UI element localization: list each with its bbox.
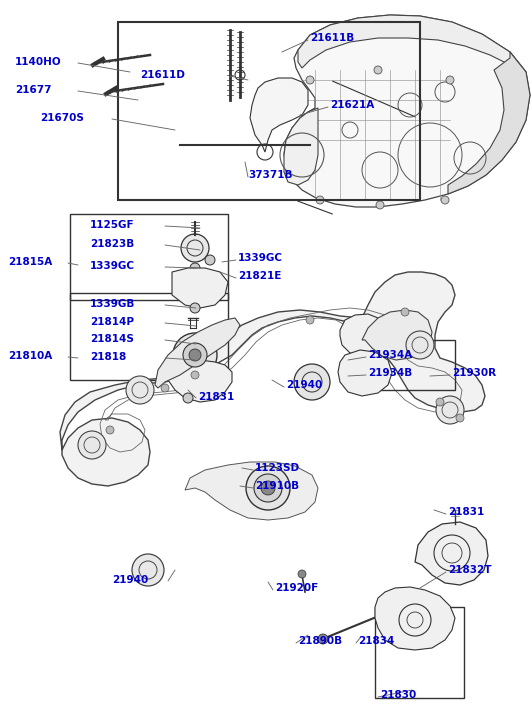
- Text: 37371B: 37371B: [248, 170, 293, 180]
- Text: 21890B: 21890B: [298, 636, 342, 646]
- Circle shape: [183, 343, 207, 367]
- Circle shape: [78, 431, 106, 459]
- Text: 21920F: 21920F: [275, 583, 318, 593]
- Circle shape: [401, 308, 409, 316]
- Circle shape: [183, 393, 193, 403]
- Circle shape: [190, 263, 200, 273]
- Circle shape: [254, 474, 282, 502]
- Circle shape: [456, 414, 464, 422]
- Polygon shape: [185, 462, 318, 520]
- Circle shape: [306, 76, 314, 84]
- Text: 21814S: 21814S: [90, 334, 134, 344]
- Polygon shape: [284, 108, 318, 185]
- Circle shape: [132, 554, 164, 586]
- Text: 21940: 21940: [112, 575, 148, 585]
- Text: 21818: 21818: [90, 352, 126, 362]
- Text: 1123SD: 1123SD: [255, 463, 300, 473]
- Circle shape: [376, 201, 384, 209]
- Polygon shape: [172, 268, 228, 308]
- Circle shape: [318, 634, 328, 644]
- Polygon shape: [338, 350, 392, 396]
- Bar: [70, 293, 228, 380]
- Bar: [368, 340, 455, 390]
- Text: 21940: 21940: [286, 380, 322, 390]
- Circle shape: [261, 481, 275, 495]
- Text: 1125GF: 1125GF: [90, 220, 135, 230]
- Circle shape: [306, 316, 314, 324]
- Polygon shape: [298, 15, 526, 72]
- Text: 21814P: 21814P: [90, 317, 134, 327]
- Circle shape: [190, 303, 200, 313]
- Circle shape: [106, 426, 114, 434]
- Text: 21611D: 21611D: [140, 70, 185, 80]
- Circle shape: [126, 376, 154, 404]
- Text: 21670S: 21670S: [40, 113, 84, 123]
- Text: 21810A: 21810A: [8, 351, 52, 361]
- Text: 21621A: 21621A: [330, 100, 374, 110]
- Text: 21834: 21834: [358, 636, 394, 646]
- Circle shape: [316, 196, 324, 204]
- Text: 21830: 21830: [380, 690, 416, 700]
- Text: 21831: 21831: [448, 507, 484, 517]
- Text: 21821E: 21821E: [238, 271, 281, 281]
- Text: 21930R: 21930R: [452, 368, 496, 378]
- Circle shape: [181, 234, 209, 262]
- Polygon shape: [60, 272, 485, 486]
- Text: 21831: 21831: [198, 392, 234, 402]
- Bar: [375, 607, 464, 698]
- Polygon shape: [415, 522, 488, 585]
- Polygon shape: [340, 314, 383, 355]
- Text: 21815A: 21815A: [8, 257, 52, 267]
- Text: 1140HO: 1140HO: [15, 57, 62, 67]
- Polygon shape: [155, 318, 240, 388]
- Circle shape: [436, 398, 444, 406]
- Polygon shape: [375, 587, 455, 650]
- Text: 21934A: 21934A: [368, 350, 412, 360]
- Text: 21611B: 21611B: [310, 33, 354, 43]
- Polygon shape: [448, 52, 530, 194]
- Circle shape: [436, 396, 464, 424]
- Circle shape: [173, 333, 217, 377]
- Polygon shape: [165, 360, 232, 402]
- Polygon shape: [250, 78, 308, 152]
- Circle shape: [161, 384, 169, 392]
- Bar: [70, 214, 228, 300]
- Text: 1339GB: 1339GB: [90, 299, 135, 309]
- Circle shape: [294, 364, 330, 400]
- Bar: [118, 22, 420, 200]
- Circle shape: [374, 66, 382, 74]
- Polygon shape: [362, 310, 432, 360]
- Text: 21910B: 21910B: [255, 481, 299, 491]
- Circle shape: [191, 371, 199, 379]
- Circle shape: [406, 331, 434, 359]
- Circle shape: [446, 76, 454, 84]
- Text: 21934B: 21934B: [368, 368, 412, 378]
- Text: 1339GC: 1339GC: [90, 261, 135, 271]
- Text: 21823B: 21823B: [90, 239, 134, 249]
- Circle shape: [205, 255, 215, 265]
- Circle shape: [298, 570, 306, 578]
- Circle shape: [246, 466, 290, 510]
- Text: 21832T: 21832T: [448, 565, 492, 575]
- Text: 21677: 21677: [15, 85, 52, 95]
- Polygon shape: [284, 15, 530, 207]
- Circle shape: [189, 349, 201, 361]
- Circle shape: [441, 196, 449, 204]
- Text: 1339GC: 1339GC: [238, 253, 283, 263]
